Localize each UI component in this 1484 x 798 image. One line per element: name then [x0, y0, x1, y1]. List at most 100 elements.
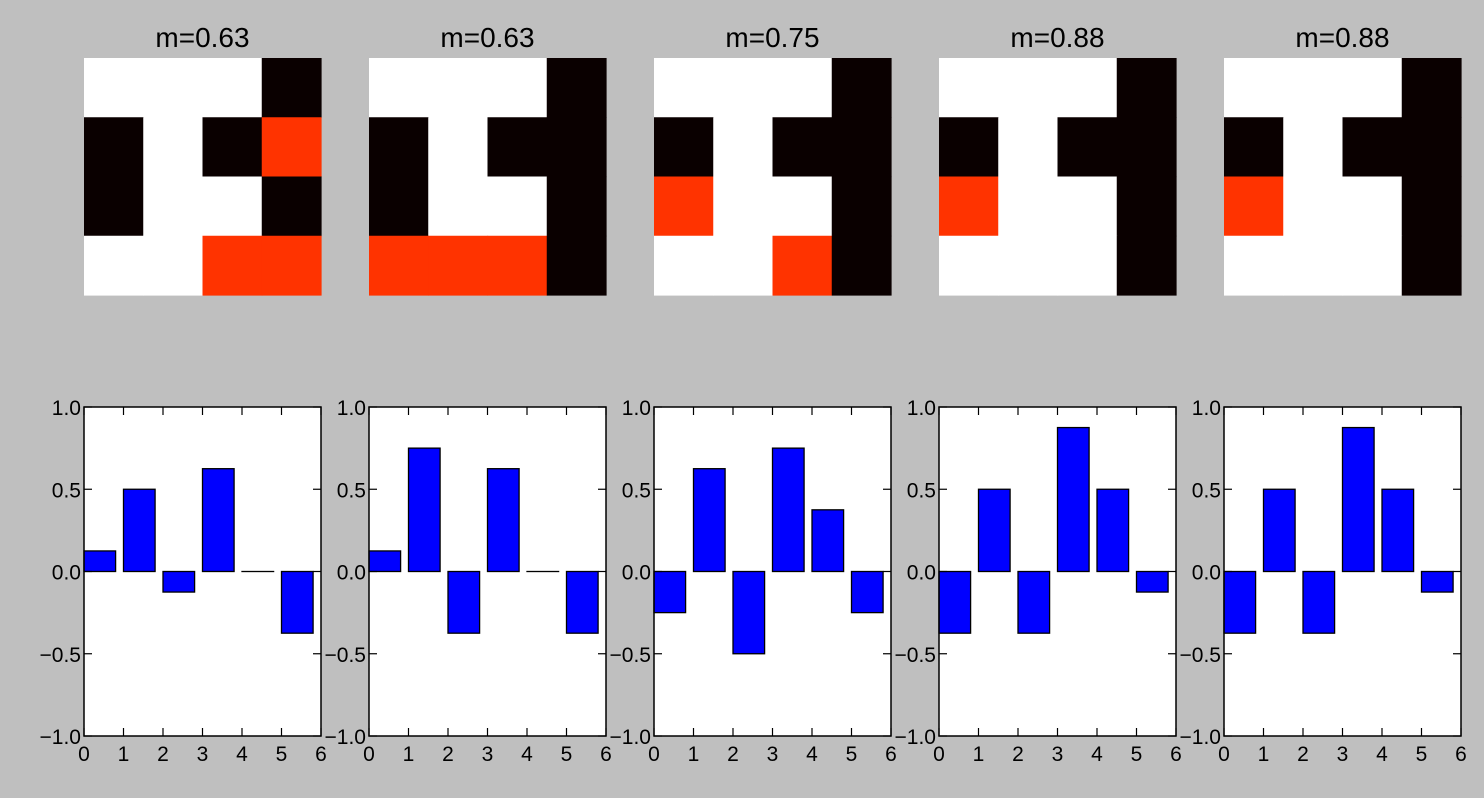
- heatmap-cell: [143, 58, 204, 118]
- x-tick-label: 4: [806, 743, 818, 766]
- heatmap-cell: [1224, 176, 1284, 237]
- y-tick-label: 0.5: [337, 479, 366, 502]
- x-tick-label: 5: [1131, 743, 1143, 766]
- bar: [1017, 570, 1051, 634]
- x-tick-label: 3: [1337, 743, 1349, 766]
- bar-chart-panel-1: 1.0 0.5 0.0 −0.5 −1.00 1 2 3 4 5 6: [325, 397, 612, 766]
- heatmap-cell: [369, 58, 429, 118]
- bar: [280, 570, 314, 634]
- heatmap-cell: [487, 235, 548, 296]
- x-tick-label: 4: [1376, 743, 1388, 766]
- heatmap-cell: [261, 58, 322, 118]
- heatmap-cell: [713, 117, 774, 178]
- heatmap-cell: [202, 176, 263, 237]
- heatmap-cell: [1057, 58, 1118, 118]
- heatmap-cell: [1283, 117, 1344, 178]
- heatmap-cell: [998, 176, 1059, 237]
- y-tick-label: −1.0: [895, 726, 936, 749]
- heatmap-cell: [1401, 58, 1462, 118]
- y-tick-label: 0.0: [337, 562, 366, 585]
- heatmap-cell: [369, 117, 429, 178]
- heatmap-cell: [428, 235, 489, 296]
- bar-chart-panel-2: 1.0 0.5 0.0 −0.5 −1.00 1 2 3 4 5 6: [610, 397, 897, 766]
- heatmap-cell: [261, 235, 322, 296]
- heatmap-title: m=0.88: [1295, 22, 1389, 53]
- bar: [1135, 570, 1169, 593]
- heatmap-cell: [428, 117, 489, 178]
- bar: [1381, 488, 1415, 573]
- bar: [850, 570, 884, 614]
- y-tick-label: −0.5: [40, 644, 81, 667]
- heatmap-cell: [1116, 117, 1177, 178]
- heatmap-cell: [369, 235, 429, 296]
- x-tick-label: 2: [1297, 743, 1309, 766]
- y-tick-label: 0.0: [1192, 562, 1221, 585]
- x-tick-label: 5: [1416, 743, 1428, 766]
- heatmap-cell: [1342, 176, 1403, 237]
- y-tick-label: 0.0: [622, 562, 651, 585]
- x-tick-label: 6: [885, 743, 897, 766]
- heatmap-panel-0: m=0.63: [84, 22, 322, 296]
- heatmap-cell: [143, 235, 204, 296]
- y-tick-label: −1.0: [40, 726, 81, 749]
- heatmap-cell: [831, 117, 892, 178]
- x-tick-label: 0: [78, 743, 90, 766]
- heatmap-cell: [546, 117, 607, 178]
- x-tick-label: 4: [236, 743, 248, 766]
- x-tick-label: 1: [973, 743, 985, 766]
- x-tick-label: 3: [482, 743, 494, 766]
- y-tick-label: −1.0: [1180, 726, 1221, 749]
- bar: [1056, 426, 1090, 573]
- bar: [83, 550, 117, 573]
- heatmap-cell: [1057, 235, 1118, 296]
- heatmap-cell: [654, 117, 714, 178]
- bar: [407, 447, 441, 573]
- heatmap-cell: [939, 235, 999, 296]
- heatmap-panel-3: m=0.88: [939, 22, 1177, 296]
- heatmap-cell: [1283, 58, 1344, 118]
- x-tick-label: 2: [442, 743, 454, 766]
- heatmap-cell: [546, 235, 607, 296]
- heatmap-cell: [772, 117, 833, 178]
- y-tick-label: 0.5: [52, 479, 81, 502]
- y-tick-label: −0.5: [895, 644, 936, 667]
- heatmap-cell: [143, 117, 204, 178]
- y-tick-label: 0.0: [907, 562, 936, 585]
- x-tick-label: 3: [1052, 743, 1064, 766]
- heatmap-cell: [1401, 176, 1462, 237]
- heatmap-cell: [831, 235, 892, 296]
- bar-chart-panel-4: 1.0 0.5 0.0 −0.5 −1.00 1 2 3 4 5 6: [1180, 397, 1467, 766]
- heatmap-cell: [487, 58, 548, 118]
- heatmap-cell: [1116, 58, 1177, 118]
- y-tick-label: 0.5: [622, 479, 651, 502]
- heatmap-cell: [654, 58, 714, 118]
- heatmap-cell: [202, 58, 263, 118]
- heatmap-cell: [1224, 235, 1284, 296]
- heatmap-panel-4: m=0.88: [1224, 22, 1462, 296]
- bar: [486, 468, 520, 573]
- x-tick-label: 6: [1455, 743, 1467, 766]
- bar: [122, 488, 156, 573]
- heatmap-cell: [713, 176, 774, 237]
- x-tick-label: 0: [648, 743, 660, 766]
- heatmap-title: m=0.75: [725, 22, 819, 53]
- bar: [692, 468, 726, 573]
- y-tick-label: 1.0: [622, 397, 651, 420]
- heatmap-title: m=0.88: [1010, 22, 1104, 53]
- x-tick-label: 1: [1258, 743, 1270, 766]
- bar: [368, 550, 402, 573]
- y-tick-label: −0.5: [325, 644, 366, 667]
- x-tick-label: 4: [521, 743, 533, 766]
- heatmap-cell: [202, 117, 263, 178]
- bar: [565, 570, 599, 634]
- heatmap-cell: [939, 176, 999, 237]
- bar: [732, 570, 766, 655]
- x-tick-label: 6: [1170, 743, 1182, 766]
- bar-chart-panel-3: 1.0 0.5 0.0 −0.5 −1.00 1 2 3 4 5 6: [895, 397, 1182, 766]
- y-tick-label: −0.5: [610, 644, 651, 667]
- heatmap-cell: [939, 58, 999, 118]
- heatmap-cell: [1057, 176, 1118, 237]
- y-tick-label: 0.0: [52, 562, 81, 585]
- heatmap-cell: [1057, 117, 1118, 178]
